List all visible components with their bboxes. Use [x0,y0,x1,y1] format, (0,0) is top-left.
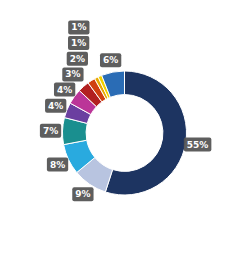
data-label: 1% [68,20,89,34]
wedge [64,140,95,172]
data-label: 4% [45,99,66,113]
label-box [62,67,83,81]
label-box [45,99,66,113]
data-label: 6% [100,53,121,67]
data-label: 2% [67,52,88,66]
data-label-text: 4% [48,101,63,111]
wedge [102,71,125,97]
label-box [67,52,88,66]
label-box [72,187,93,201]
data-labels: 55% 9% 8% 7% 4% 4% 3% 2% 1% 1% 6% [40,20,211,201]
data-label: 1% [68,36,89,50]
data-label-text: 6% [103,55,118,65]
data-label: 4% [54,83,75,97]
data-label-text: 3% [65,69,80,79]
label-box [47,158,68,172]
data-label: 9% [72,187,93,201]
data-label: 3% [62,67,83,81]
data-label: 8% [47,158,68,172]
data-label: 55% [184,138,212,152]
label-box [68,36,89,50]
data-label-text: 1% [71,38,86,48]
label-box [68,20,89,34]
label-box [40,124,61,138]
label-box [184,138,212,152]
data-label-text: 9% [75,189,90,199]
data-label: 7% [40,124,61,138]
data-label-text: 4% [57,85,72,95]
wedges [62,71,186,195]
chart: 55% 9% 8% 7% 4% 4% 3% 2% 1% 1% 6% [0,0,249,266]
data-label-text: 7% [43,126,58,136]
data-label-text: 2% [70,54,85,64]
label-box [100,53,121,67]
data-label-text: 55% [187,140,209,150]
label-box [54,83,75,97]
data-label-text: 1% [71,22,86,32]
data-label-text: 8% [50,160,65,170]
